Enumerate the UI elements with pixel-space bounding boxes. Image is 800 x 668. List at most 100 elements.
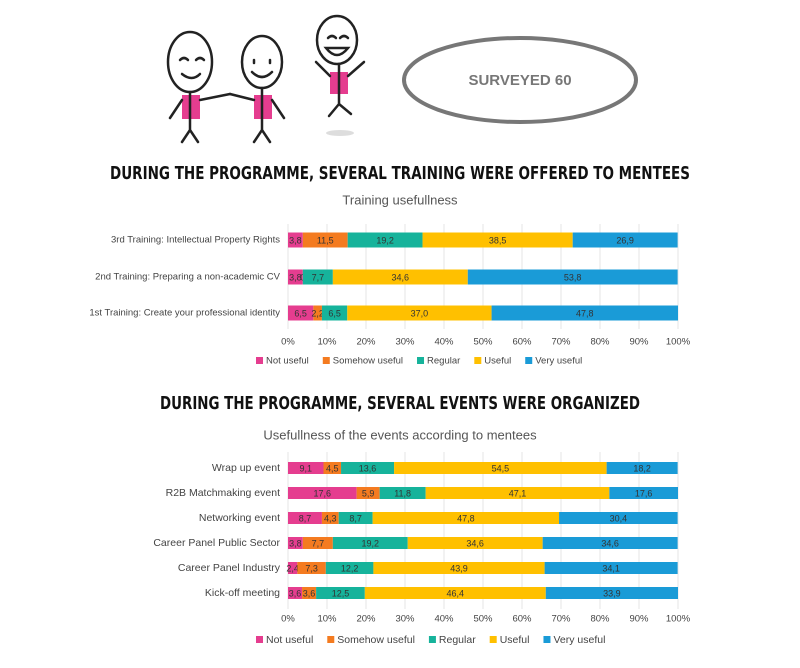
value-label: 34,1 [602, 563, 620, 573]
x-tick-label: 50% [473, 337, 493, 348]
legend-swatch [543, 636, 551, 643]
category-label: 1st Training: Create your professional i… [89, 308, 280, 319]
figure-body [314, 60, 366, 118]
bar-segment [559, 512, 678, 524]
value-label: 4,5 [326, 463, 339, 473]
bar-segment [372, 512, 560, 524]
figure-body [168, 90, 232, 144]
value-label: 47,8 [576, 308, 594, 318]
category-label: R2B Matchmaking event [166, 487, 280, 499]
legend-label: Somehow useful [333, 356, 403, 367]
legend-label: Regular [427, 356, 460, 367]
value-label: 19,2 [362, 538, 380, 548]
figure-face [250, 58, 274, 79]
bar-segment [297, 562, 326, 574]
legend-swatch [256, 636, 263, 643]
value-label: 30,4 [610, 513, 628, 523]
bar-segment [422, 232, 573, 248]
category-label: Career Panel Industry [178, 562, 281, 574]
bar-segment [288, 269, 303, 285]
cartoon-figures [166, 14, 366, 144]
bar-segment [347, 232, 423, 248]
bar-segment [332, 269, 468, 285]
bar-segment [316, 587, 365, 599]
x-tick-label: 60% [512, 337, 532, 348]
value-label: 4,3 [324, 513, 337, 523]
value-label: 46,4 [447, 588, 465, 598]
category-label: Wrap up event [212, 462, 280, 474]
figure-head [315, 14, 359, 66]
bar-segment [302, 537, 333, 549]
legend-label: Not useful [266, 634, 313, 646]
bar-segment [325, 562, 374, 574]
value-label: 2,4 [286, 563, 299, 573]
figure-face [178, 56, 206, 80]
bar-segment [373, 562, 545, 574]
bar-segment [407, 537, 543, 549]
value-label: 17,6 [635, 488, 653, 498]
legend-swatch [256, 357, 263, 364]
legend-swatch [428, 636, 436, 643]
value-label: 6,5 [294, 308, 307, 318]
legend-swatch [489, 636, 497, 643]
bar-segment [545, 587, 678, 599]
bar-segment [288, 512, 322, 524]
value-label: 3,6 [303, 588, 316, 598]
value-label: 38,5 [489, 235, 507, 245]
bar-segment [572, 232, 678, 248]
legend-label: Useful [500, 634, 530, 646]
x-tick-label: 90% [629, 614, 649, 625]
category-label: Networking event [199, 512, 280, 524]
value-label: 9,1 [299, 463, 312, 473]
x-tick-label: 70% [551, 614, 571, 625]
bar-segment [542, 537, 678, 549]
value-label: 54,5 [492, 463, 510, 473]
value-label: 19,2 [376, 235, 394, 245]
value-label: 34,6 [466, 538, 484, 548]
bar-segment [364, 587, 546, 599]
bar-segment [338, 512, 373, 524]
x-tick-label: 20% [356, 337, 376, 348]
x-tick-label: 100% [666, 614, 691, 625]
value-label: 2,2 [311, 308, 324, 318]
chart-title: DURING THE PROGRAMME, SEVERAL EVENTS WER… [160, 393, 640, 414]
value-label: 13,6 [359, 463, 377, 473]
bar-segment [341, 462, 395, 474]
x-tick-label: 30% [395, 337, 415, 348]
bar-segment [323, 462, 342, 474]
legend-swatch [474, 357, 482, 364]
value-label: 3,8 [289, 272, 302, 282]
bar-segment [302, 232, 348, 248]
value-label: 43,9 [450, 563, 468, 573]
value-label: 26,9 [616, 235, 634, 245]
bar-segment [288, 562, 298, 574]
value-label: 3,8 [289, 538, 302, 548]
bar-segment [288, 305, 314, 321]
value-label: 17,6 [314, 488, 332, 498]
x-tick-label: 0% [281, 614, 295, 625]
bar-segment [288, 462, 324, 474]
value-label: 11,5 [317, 235, 334, 245]
badge-oval [402, 36, 638, 124]
x-tick-label: 10% [317, 614, 337, 625]
value-label: 12,5 [332, 588, 350, 598]
x-tick-label: 90% [629, 337, 649, 348]
bar-segment [394, 462, 607, 474]
value-label: 3,6 [289, 588, 302, 598]
category-label: Kick-off meeting [205, 587, 280, 599]
bar-segment [356, 487, 380, 499]
bar-segment [288, 232, 303, 248]
x-tick-label: 0% [281, 337, 295, 348]
value-label: 6,5 [328, 308, 341, 318]
bar-segment [467, 269, 678, 285]
bar-segment [425, 487, 610, 499]
figure-head [240, 34, 284, 90]
legend-label: Very useful [535, 356, 582, 367]
legend-swatch [327, 636, 335, 643]
category-label: 3rd Training: Intellectual Property Righ… [111, 235, 280, 246]
bar-segment [347, 305, 492, 321]
bar-segment [321, 512, 339, 524]
chart-title: DURING THE PROGRAMME, SEVERAL TRAINING W… [110, 163, 690, 184]
value-label: 3,8 [289, 235, 302, 245]
value-label: 18,2 [633, 463, 651, 473]
